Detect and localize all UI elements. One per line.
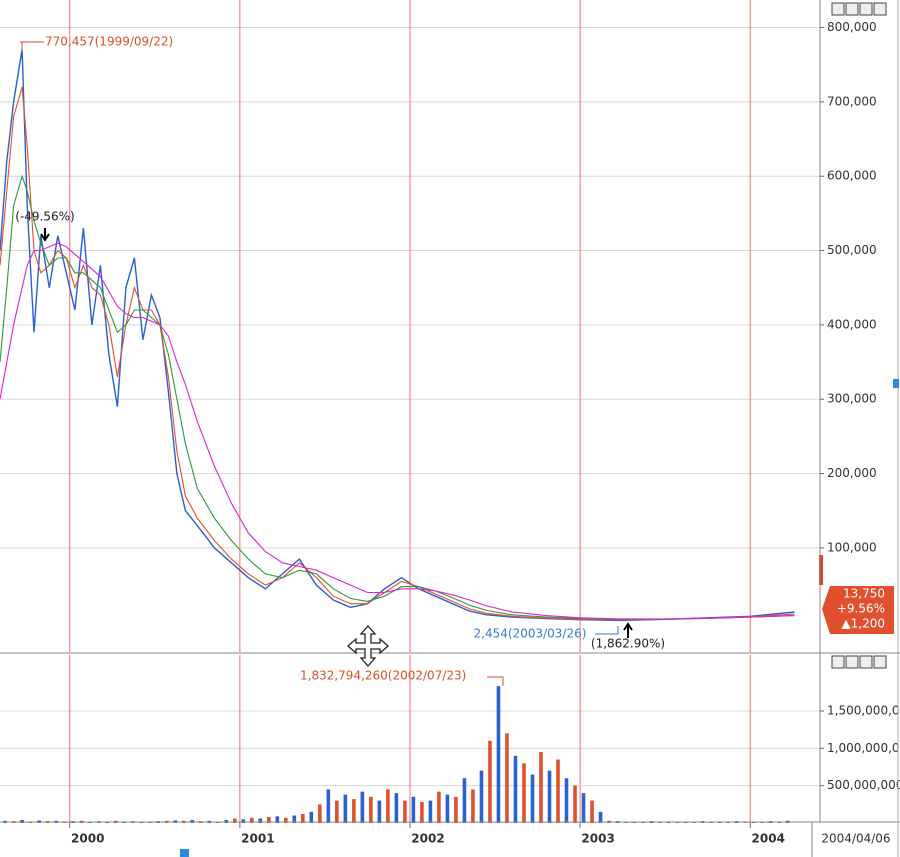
- volume-bar: [360, 791, 365, 823]
- volume-bar: [284, 817, 288, 823]
- volume-bar: [377, 800, 382, 823]
- move-cursor: [347, 625, 389, 667]
- annotation: 770,457(1999/09/22): [45, 35, 173, 49]
- volume-bar: [428, 800, 433, 823]
- volume-bar: [590, 800, 594, 823]
- scroll-marker[interactable]: [180, 849, 189, 857]
- annotation: (1,862.90%): [591, 637, 665, 651]
- y-tick-label: 800,000: [827, 20, 877, 34]
- x-tick-label: 2000: [71, 832, 104, 846]
- volume-bar: [403, 800, 407, 823]
- volume-bar: [249, 817, 254, 823]
- y-tick-label: 300,000: [827, 392, 877, 406]
- x-tick-label: 2004: [752, 832, 785, 846]
- y-tick-label: 600,000: [827, 169, 877, 183]
- annotation: 2,454(2003/03/26): [474, 627, 587, 641]
- volume-bar: [386, 789, 390, 823]
- volume-bar: [454, 796, 458, 823]
- volume-bar: [564, 778, 569, 823]
- volume-bar: [241, 819, 246, 823]
- y-tick-label: 400,000: [827, 317, 877, 331]
- volume-bar: [394, 793, 399, 823]
- volume-bar: [258, 818, 263, 823]
- last-price-label: 13,750: [843, 587, 885, 601]
- volume-bar: [309, 811, 314, 823]
- annotation: (-49.56%): [15, 210, 74, 224]
- volume-bar: [369, 796, 373, 823]
- annotation-arrow: [595, 626, 619, 635]
- series-line: [0, 49, 795, 622]
- price-lines: [0, 49, 795, 622]
- volume-bar: [598, 811, 603, 823]
- y-tick-label: 1,000,000,000: [827, 741, 900, 755]
- annotation: 1,832,794,260(2002/07/23): [300, 669, 466, 683]
- y-tick-label: 100,000: [827, 540, 877, 554]
- y-tick-label: 200,000: [827, 466, 877, 480]
- volume-bar: [318, 804, 322, 823]
- volume-bar: [573, 785, 577, 823]
- series-line: [0, 174, 795, 621]
- volume-bar: [471, 789, 475, 823]
- volume-bar: [275, 816, 280, 823]
- series-line: [0, 242, 795, 620]
- volume-bar: [488, 740, 492, 823]
- last-price-box: [822, 586, 894, 634]
- volume-bar: [462, 778, 467, 823]
- volume-bar: [343, 794, 348, 823]
- volume-bar: [445, 794, 450, 823]
- volume-bar: [522, 763, 526, 823]
- scroll-marker[interactable]: [893, 379, 899, 388]
- volume-bar: [266, 817, 271, 823]
- volume-bar: [352, 799, 356, 823]
- annotation-arrow: [623, 622, 633, 638]
- volume-bar: [505, 733, 509, 823]
- y-tick-label: 500,000: [827, 243, 877, 257]
- panel-buttons[interactable]: [831, 2, 887, 669]
- volume-bar: [326, 789, 331, 823]
- y-tick-label: 500,000,000: [827, 778, 900, 792]
- annotation-arrow: [20, 41, 44, 52]
- x-tick-label: 2001: [241, 832, 274, 846]
- volume-bar: [539, 752, 543, 823]
- volume-bar: [513, 755, 518, 823]
- x-tick-label: 2002: [411, 832, 444, 846]
- volume-bar: [292, 815, 297, 823]
- last-price-marker: [819, 555, 823, 585]
- volume-bar: [479, 770, 484, 823]
- series-line: [0, 86, 795, 621]
- x-tick-label: 2003: [581, 832, 614, 846]
- volume-bar: [496, 686, 501, 823]
- volume-bar: [335, 800, 339, 823]
- volume-bar: [556, 759, 560, 823]
- volume-bar: [411, 796, 416, 823]
- y-tick-label: 700,000: [827, 94, 877, 108]
- last-price-label: ▲1,200: [841, 617, 885, 631]
- last-price-label: +9.56%: [837, 602, 885, 616]
- annotation-arrow: [40, 228, 50, 242]
- volume-bar: [232, 818, 237, 823]
- y-tick-label: 1,500,000,000: [827, 704, 900, 718]
- volume-bar: [547, 770, 552, 823]
- date-label: 2004/04/06: [821, 832, 890, 846]
- volume-bar: [420, 802, 424, 823]
- volume-bar: [437, 791, 441, 823]
- volume-bar: [581, 793, 586, 823]
- annotation-arrow: [487, 676, 504, 686]
- volume-bar: [301, 814, 305, 823]
- volume-bar: [530, 774, 535, 823]
